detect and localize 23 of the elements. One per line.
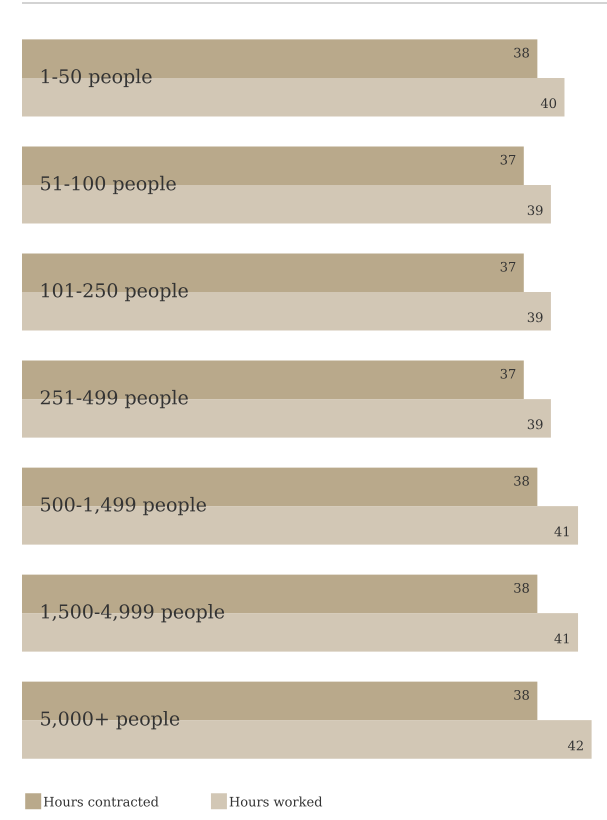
data-label: 39 [528,419,542,430]
data-label: 42 [568,740,583,750]
y-tick-label: 500-1,499 people [40,496,206,516]
y-tick-label: 1-50 people [42,68,152,88]
data-label: 39 [528,312,542,322]
legend-label: Hours contracted [44,796,158,807]
data-label: 37 [500,154,516,165]
y-tick-label: 251-499 people [40,390,188,408]
y-tick-label: 5,000+ people [40,711,179,730]
data-label: 38 [514,48,529,58]
data-label: 37 [500,368,516,379]
data-label: 41 [554,634,568,644]
y-tick-label: 101-250 people [42,282,188,302]
y-tick-label: 1,500-4,999 people [42,604,224,622]
data-label: 41 [554,526,568,536]
data-label: 39 [528,205,542,216]
data-label: 38 [514,582,529,593]
data-label: 37 [500,262,516,272]
data-label: 38 [514,476,529,486]
y-tick-label: 51-100 people [40,176,176,194]
data-label: 38 [514,690,529,700]
legend-label: Hours worked [229,796,322,807]
data-label: 40 [540,98,556,108]
